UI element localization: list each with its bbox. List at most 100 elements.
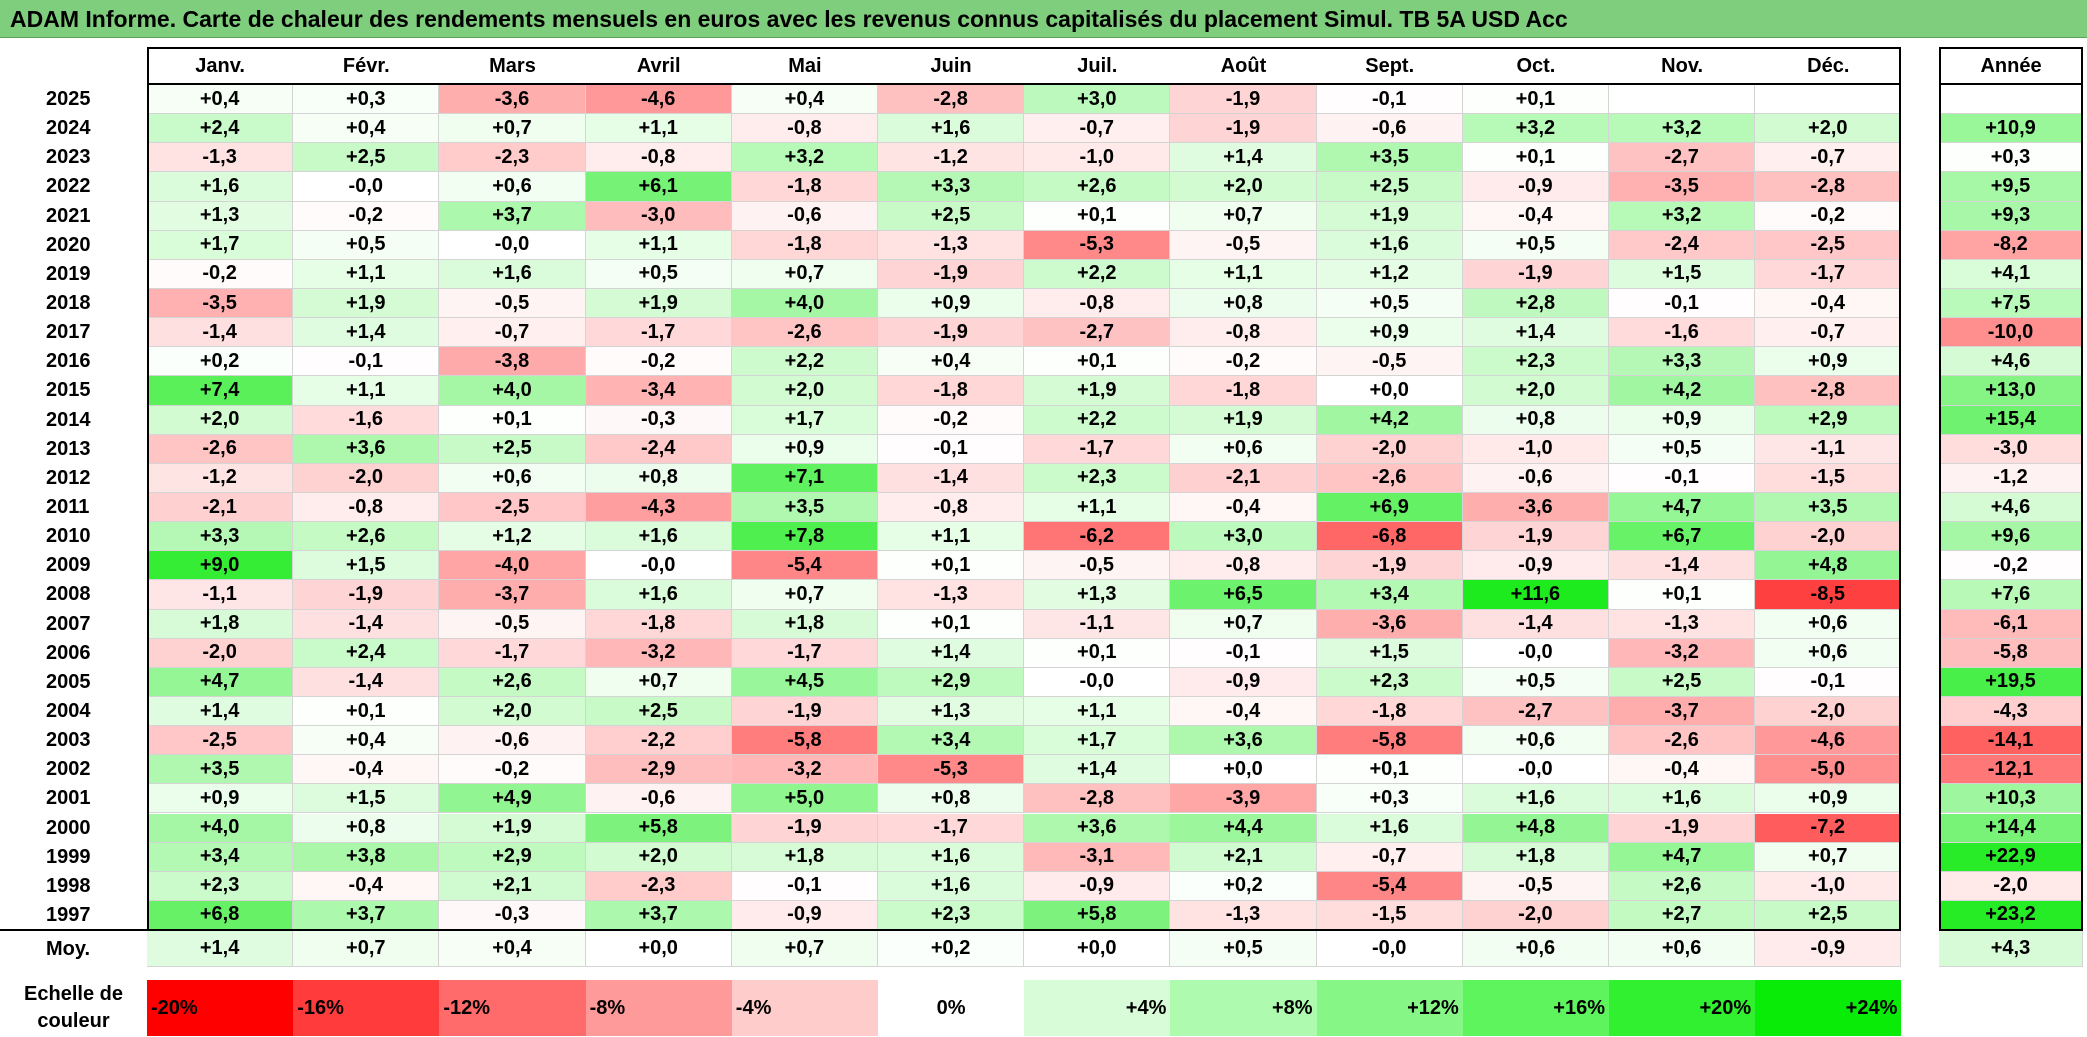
heatmap-cell: -2,5 — [147, 726, 294, 756]
heatmap-cell: -2,8 — [1755, 172, 1902, 202]
heatmap-cell: -0,6 — [585, 784, 732, 814]
year-label: 2008 — [46, 583, 91, 606]
heatmap-cell: +0,6 — [1462, 726, 1609, 756]
average-cell: +0,0 — [1024, 931, 1171, 967]
heatmap-cell: +1,6 — [1462, 784, 1609, 814]
heatmap-cell: +1,6 — [147, 172, 294, 202]
heatmap-cell: +2,8 — [1462, 288, 1609, 319]
heatmap-cell: -2,3 — [585, 871, 732, 901]
heatmap-cell: -0,3 — [585, 405, 732, 435]
heatmap-cell: -2,8 — [1755, 376, 1902, 406]
heatmap-cell: -2,6 — [1609, 726, 1756, 756]
heatmap-cell: +3,6 — [293, 434, 440, 464]
color-scale-title: Echelle de couleur — [24, 983, 123, 1032]
heatmap-cell: -0,7 — [1755, 318, 1902, 348]
heatmap-cell: +2,3 — [1024, 463, 1171, 493]
heatmap-cell: -0,7 — [1316, 842, 1463, 872]
month-header: Août — [1220, 54, 1267, 77]
average-cell: +0,7 — [293, 931, 440, 967]
heatmap-cell: +2,9 — [1755, 405, 1902, 435]
heatmap-cell: -1,2 — [878, 143, 1025, 173]
heatmap-cell: -0,4 — [1609, 755, 1756, 785]
heatmap-cell: -3,4 — [585, 376, 732, 406]
heatmap-cell: +0,5 — [1316, 288, 1463, 319]
heatmap-cell: -3,8 — [439, 347, 586, 377]
heatmap-cell: -1,4 — [147, 318, 294, 348]
heatmap-cell: +1,6 — [439, 259, 586, 289]
heatmap-cell: +7,4 — [147, 376, 294, 406]
heatmap-cell: -0,4 — [1170, 696, 1317, 727]
heatmap-cell: -1,1 — [1755, 434, 1902, 464]
heatmap-cell: +3,0 — [1024, 85, 1171, 115]
heatmap-cell: +0,8 — [293, 813, 440, 843]
heatmap-cell: -0,3 — [439, 900, 586, 931]
year-label: 2020 — [46, 233, 91, 256]
heatmap-cell: -5,0 — [1755, 755, 1902, 785]
heatmap-cell: +0,7 — [1170, 201, 1317, 231]
heatmap-cell: -1,9 — [293, 580, 440, 610]
year-label: 2006 — [46, 641, 91, 664]
heatmap-cell: +0,7 — [439, 114, 586, 144]
heatmap-cell: +4,7 — [147, 667, 294, 697]
heatmap-cell: -2,0 — [1755, 696, 1902, 727]
heatmap-cell: +2,5 — [1316, 172, 1463, 202]
heatmap-cell: -1,8 — [585, 609, 732, 639]
heatmap-cell: +0,9 — [1316, 318, 1463, 348]
heatmap-cell: +0,5 — [293, 230, 440, 260]
heatmap-cell: -2,2 — [585, 726, 732, 756]
heatmap-cell: +1,4 — [147, 696, 294, 727]
heatmap-cell: +0,9 — [731, 434, 878, 464]
heatmap-cell: -3,6 — [1316, 609, 1463, 639]
heatmap-cell: -0,0 — [1462, 638, 1609, 668]
heatmap-cell: -1,0 — [1462, 434, 1609, 464]
heatmap-cell: -0,2 — [585, 347, 732, 377]
heatmap-cell: +0,9 — [1609, 405, 1756, 435]
heatmap-cell: -1,7 — [585, 318, 732, 348]
heatmap-cell: +0,1 — [1609, 580, 1756, 610]
heatmap-cell: -6,2 — [1024, 522, 1171, 552]
heatmap-cell: +2,6 — [293, 522, 440, 552]
heatmap-cell: -1,8 — [1316, 696, 1463, 727]
heatmap-cell: +3,6 — [1024, 813, 1171, 843]
color-scale-swatch: -8% — [585, 980, 732, 1036]
annual-cell: -10,0 — [1939, 318, 2083, 348]
color-scale-swatch: +24% — [1755, 980, 1902, 1036]
heatmap-cell: +1,9 — [1170, 405, 1317, 435]
heatmap-cell: +2,7 — [1609, 900, 1756, 931]
heatmap-cell: -2,9 — [585, 755, 732, 785]
heatmap-cell: +0,1 — [878, 551, 1025, 581]
heatmap-cell: +0,2 — [147, 347, 294, 377]
heatmap-cell: +6,9 — [1316, 492, 1463, 523]
heatmap-cell: -0,0 — [293, 172, 440, 202]
year-label: 2016 — [46, 350, 91, 373]
annual-cell: +9,6 — [1939, 522, 2083, 552]
heatmap-cell: -0,5 — [439, 288, 586, 319]
annual-cell: +10,3 — [1939, 784, 2083, 814]
heatmap-cell: -1,9 — [1609, 813, 1756, 843]
heatmap-cell: +0,5 — [1609, 434, 1756, 464]
year-label: 2022 — [46, 175, 91, 198]
year-label: 2019 — [46, 262, 91, 285]
heatmap-cell: -3,6 — [1462, 492, 1609, 523]
heatmap-cell: +1,9 — [439, 813, 586, 843]
heatmap-cell: -2,8 — [878, 85, 1025, 115]
heatmap-cell: -0,8 — [731, 114, 878, 144]
month-header: Oct. — [1516, 54, 1556, 77]
annual-cell: +15,4 — [1939, 405, 2083, 435]
heatmap-cell: -0,1 — [1609, 463, 1756, 493]
annual-cell: +7,6 — [1939, 580, 2083, 610]
heatmap-cell: -3,2 — [585, 638, 732, 668]
month-header: Juil. — [1077, 54, 1118, 77]
heatmap-cell: +0,8 — [878, 784, 1025, 814]
heatmap-cell: +3,4 — [878, 726, 1025, 756]
heatmap-cell: +0,9 — [1755, 347, 1902, 377]
heatmap-cell: +1,5 — [1609, 259, 1756, 289]
heatmap-cell: +1,4 — [1462, 318, 1609, 348]
heatmap-cell: +1,5 — [293, 784, 440, 814]
heatmap-cell: -2,0 — [1462, 900, 1609, 931]
year-label: 2024 — [46, 117, 91, 140]
heatmap-cell: -2,1 — [147, 492, 294, 523]
heatmap-cell: +1,2 — [1316, 259, 1463, 289]
heatmap-cell: +3,0 — [1170, 522, 1317, 552]
month-header: Déc. — [1807, 54, 1850, 77]
